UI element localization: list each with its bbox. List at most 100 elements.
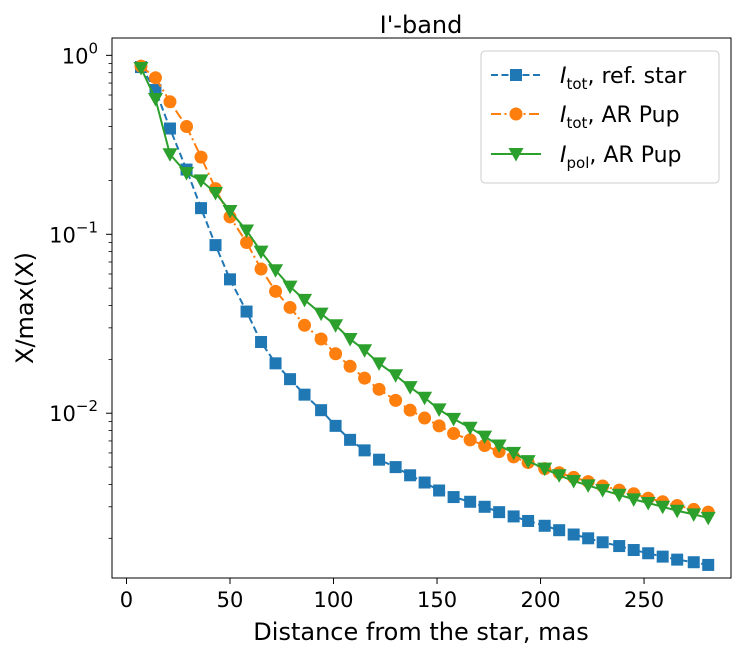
data-point — [595, 484, 611, 498]
legend-marker-2 — [508, 148, 524, 162]
data-point — [254, 262, 268, 276]
legend-box — [480, 50, 720, 184]
data-point — [240, 305, 253, 318]
data-point — [329, 419, 342, 432]
data-point — [269, 357, 282, 370]
data-point — [193, 174, 209, 188]
data-point — [432, 419, 446, 433]
data-point — [208, 187, 224, 201]
data-point — [551, 469, 567, 483]
data-point — [687, 556, 700, 569]
legend-marker-0 — [510, 69, 522, 81]
data-point — [222, 204, 238, 219]
data-point — [283, 300, 297, 314]
data-point — [329, 347, 343, 361]
data-point — [611, 488, 627, 503]
data-point — [342, 332, 358, 347]
data-point — [163, 122, 176, 135]
data-point — [642, 547, 655, 560]
data-point — [506, 446, 522, 461]
data-point — [491, 439, 507, 454]
data-point — [477, 430, 493, 445]
data-point — [446, 412, 462, 427]
data-point — [580, 479, 596, 493]
data-point — [567, 528, 580, 541]
legend: Itot, ref. star Itot, AR Pup Ipol, AR Pup — [480, 50, 720, 184]
data-point — [702, 558, 715, 571]
data-point — [522, 514, 535, 527]
data-point — [464, 495, 477, 508]
axes-frame — [111, 37, 732, 579]
data-point — [239, 224, 255, 238]
data-point — [268, 264, 284, 278]
data-point — [373, 453, 386, 466]
data-point — [343, 359, 357, 373]
data-point — [314, 332, 328, 346]
chart-title: I'-band — [380, 11, 463, 39]
data-point — [195, 202, 208, 215]
x-axis-label: Distance from the star, mas — [253, 618, 588, 646]
legend-label-1: Itot, AR Pup — [560, 103, 680, 132]
data-point — [478, 500, 491, 513]
data-point — [402, 381, 418, 395]
data-point — [656, 550, 669, 563]
data-point — [358, 371, 372, 385]
data-point — [462, 421, 478, 436]
data-point — [566, 475, 582, 489]
data-point — [433, 484, 446, 497]
data-point — [315, 404, 328, 417]
data-point — [596, 536, 609, 549]
data-point — [269, 284, 283, 298]
data-point — [253, 245, 269, 260]
data-point — [147, 93, 163, 107]
data-point — [403, 403, 417, 417]
data-point — [404, 469, 417, 482]
data-point — [417, 391, 433, 406]
data-point — [686, 508, 702, 522]
x-tick-label: 50 — [217, 588, 244, 612]
data-point — [344, 433, 357, 446]
legend-label-0: Itot, ref. star — [560, 64, 687, 93]
data-point — [538, 519, 551, 532]
y-axis-label: X/max(X) — [11, 252, 39, 364]
data-point — [669, 504, 685, 519]
data-point — [358, 444, 371, 457]
data-point — [447, 491, 460, 504]
data-point — [179, 167, 195, 181]
data-point — [163, 95, 177, 109]
data-point — [520, 455, 536, 469]
data-point — [133, 61, 149, 76]
data-point — [297, 293, 313, 308]
x-tick-label: 250 — [624, 588, 664, 612]
data-point — [493, 506, 506, 519]
data-point — [418, 411, 432, 425]
data-point — [282, 280, 298, 295]
legend-marker-1 — [509, 107, 523, 121]
data-point — [389, 461, 402, 474]
plot-layer — [133, 59, 716, 571]
data-point — [209, 239, 222, 252]
data-point — [255, 336, 268, 349]
x-tick-label: 150 — [417, 588, 457, 612]
data-point — [418, 476, 431, 489]
data-point — [328, 319, 344, 333]
data-point — [357, 344, 373, 358]
data-point — [431, 403, 447, 417]
y-tick-label: 10−2 — [49, 397, 98, 426]
data-point — [388, 369, 404, 383]
data-point — [626, 493, 642, 507]
data-point — [240, 235, 254, 249]
data-point — [671, 553, 684, 566]
x-tick-label: 200 — [520, 588, 560, 612]
data-point — [478, 439, 492, 453]
data-point — [700, 511, 716, 526]
data-point — [389, 393, 403, 407]
data-point — [655, 500, 671, 515]
data-point — [298, 318, 312, 332]
data-point — [224, 273, 237, 286]
data-point — [313, 307, 329, 322]
data-point — [371, 357, 387, 371]
data-point — [447, 427, 461, 441]
